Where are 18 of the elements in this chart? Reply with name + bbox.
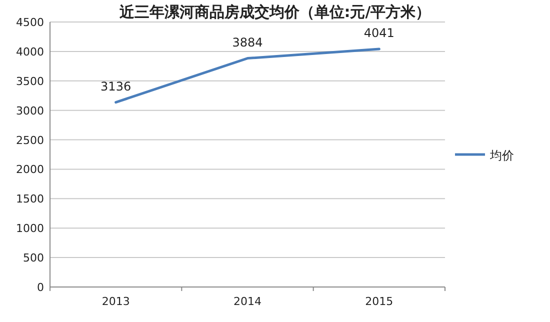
data-label: 4041 (364, 26, 394, 40)
y-tick-label: 4000 (16, 45, 44, 58)
x-tick-label: 2013 (102, 295, 130, 308)
y-tick-label: 500 (23, 252, 44, 265)
y-tick-label: 4500 (16, 16, 44, 29)
y-tick-label: 3000 (16, 104, 44, 118)
legend-label: 均价 (489, 148, 514, 162)
y-tick-label: 0 (37, 281, 44, 294)
x-tick-label: 2014 (234, 295, 262, 308)
data-label: 3884 (232, 35, 263, 50)
y-tick-label: 1000 (16, 222, 44, 236)
data-label: 3136 (100, 79, 132, 94)
x-tick-label: 2015 (365, 295, 394, 308)
y-tick-label: 2000 (16, 163, 44, 176)
y-tick-label: 2500 (16, 134, 44, 147)
y-tick-label: 3500 (16, 74, 44, 88)
y-tick-label: 1500 (16, 192, 44, 206)
chart-title: 近三年漯河商品房成交均价（单位:元/平方米） (118, 3, 431, 21)
